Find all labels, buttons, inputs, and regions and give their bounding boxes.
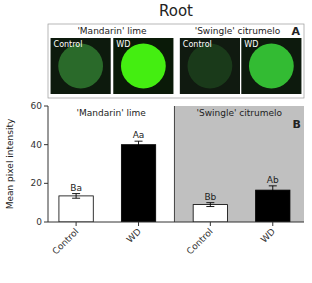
significance-label: Ab [267,175,279,185]
error-bar-cap [269,185,277,186]
error-bar-cap [135,148,143,149]
group-label: 'Mandarin' lime [77,26,147,36]
bar [193,205,227,222]
y-tick [44,222,48,223]
panel-label: B [293,118,301,131]
error-bar-stem [272,186,273,195]
image-background [113,38,173,94]
image-label: Control [54,40,83,49]
title: Root [159,2,193,20]
x-tick [76,222,77,226]
image-glow [121,44,166,89]
group-label: 'Swingle' citrumelo [196,108,282,118]
image-label: WD [116,40,130,49]
bar [256,190,290,222]
group-label: 'Swingle' citrumelo [195,26,281,36]
error-bar [135,141,143,148]
y-axis-label: Mean pixel intensity [5,118,15,209]
error-bar-stem [76,194,77,199]
y-tick-label: 20 [31,178,43,188]
group-background [48,106,174,222]
x-tick [138,222,139,226]
y-tick [44,183,48,184]
x-tick-label: WD [125,226,143,244]
bar [59,196,93,222]
bars [59,141,290,222]
significance-label: Bb [204,192,216,202]
error-bar [269,186,277,195]
error-bar [72,194,80,199]
image-label: WD [244,40,258,49]
x-tick [272,222,273,226]
image-glow [188,44,233,89]
y-tick-label: 40 [31,140,43,150]
significance-label: Aa [133,130,145,140]
x-tick-label: Control [50,226,80,256]
error-bar-cap [135,141,143,142]
image-glow [249,44,294,89]
y-axis [48,106,49,222]
image-background [180,38,240,94]
x-tick-label: Control [185,226,215,256]
error-bar-stem [210,203,211,207]
error-bar-cap [269,194,277,195]
x-tick [210,222,211,226]
panel-label: A [291,25,300,38]
y-tick [44,106,48,107]
y-tick-label: 0 [36,217,42,227]
chart: Root 'Mandarin' lime 'Swingle' citrumelo A C… [0,0,312,283]
image-background [51,38,111,94]
image-panel [48,24,304,98]
group-background [174,106,304,222]
error-bar [206,203,214,207]
error-bar-cap [206,202,214,203]
group-divider [174,106,175,222]
x-tick-label: WD [259,226,277,244]
error-bar-cap [206,206,214,207]
x-axis [48,222,304,223]
image-glow [58,44,103,89]
image-label: Control [183,40,212,49]
error-bar-cap [72,198,80,199]
image-background [241,38,301,94]
y-tick-label: 60 [31,101,43,111]
error-bar-cap [72,193,80,194]
y-tick [44,144,48,145]
group-label: 'Mandarin' lime [77,108,147,118]
significance-label: Ba [70,183,82,193]
bar [121,145,155,222]
error-bar-stem [138,141,139,148]
